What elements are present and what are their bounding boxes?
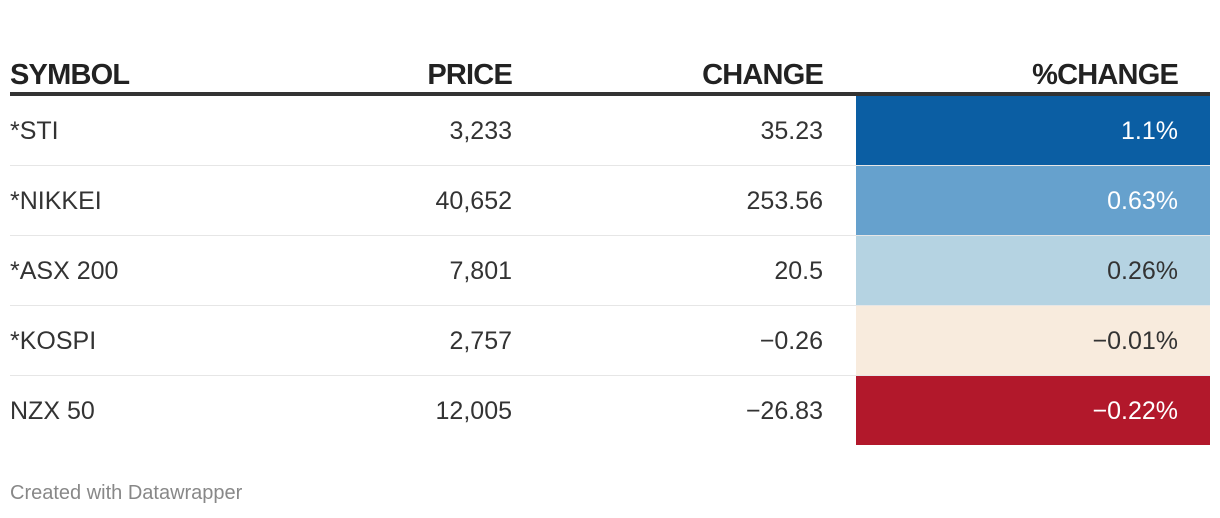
cell-price: 7,801 [449, 257, 512, 285]
pct-change-heat-cell [856, 166, 1210, 235]
cell-price: 40,652 [435, 187, 512, 215]
header-price[interactable]: PRICE [427, 59, 512, 91]
table-row: *ASX 200 7,801 20.5 0.26% [10, 236, 1210, 306]
cell-pct-change: 1.1% [1121, 117, 1178, 145]
pct-change-heat-cell [856, 96, 1210, 165]
cell-pct-change: 0.63% [1107, 187, 1178, 215]
table-body: *STI 3,233 35.23 1.1% *NIKKEI 40,652 253.56 0.6… [10, 96, 1210, 446]
cell-price: 3,233 [449, 117, 512, 145]
cell-pct-change: −0.01% [1092, 327, 1179, 355]
cell-change: 35.23 [760, 117, 823, 145]
table-row: *KOSPI 2,757 −0.26 −0.01% [10, 306, 1210, 376]
market-table: SYMBOL PRICE CHANGE %CHANGE *STI 3,233 35.… [10, 0, 1210, 446]
cell-symbol: *NIKKEI [10, 187, 102, 215]
pct-change-heat-cell [856, 306, 1210, 375]
table-row: *NIKKEI 40,652 253.56 0.63% [10, 166, 1210, 236]
cell-change: −26.83 [745, 397, 823, 425]
cell-change: −0.26 [759, 327, 823, 355]
cell-price: 12,005 [435, 397, 512, 425]
table-row: NZX 50 12,005 −26.83 −0.22% [10, 376, 1210, 446]
pct-change-heat-cell [856, 236, 1210, 305]
table-row: *STI 3,233 35.23 1.1% [10, 96, 1210, 166]
cell-symbol: *ASX 200 [10, 257, 119, 285]
cell-pct-change: 0.26% [1107, 257, 1178, 285]
cell-change: 20.5 [774, 257, 823, 285]
datawrapper-credit[interactable]: Created with Datawrapper [10, 482, 243, 504]
cell-symbol: *KOSPI [10, 327, 97, 355]
cell-change: 253.56 [746, 187, 823, 215]
header-symbol[interactable]: SYMBOL [10, 59, 130, 91]
pct-change-heat-cell [856, 376, 1210, 445]
cell-price: 2,757 [449, 327, 512, 355]
header-change[interactable]: CHANGE [702, 59, 824, 91]
table-header: SYMBOL PRICE CHANGE %CHANGE [10, 0, 1210, 96]
cell-pct-change: −0.22% [1092, 397, 1179, 425]
cell-symbol: NZX 50 [10, 397, 95, 425]
header-pct-change[interactable]: %CHANGE [1032, 59, 1179, 91]
cell-symbol: *STI [10, 117, 59, 145]
